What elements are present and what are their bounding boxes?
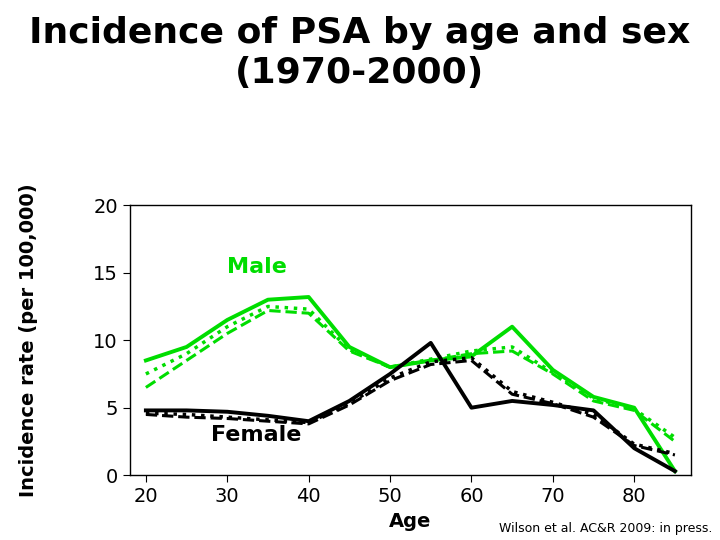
Text: Incidence of PSA by age and sex
(1970-2000): Incidence of PSA by age and sex (1970-20… <box>30 16 690 90</box>
Text: Male: Male <box>228 256 287 276</box>
Text: Female: Female <box>211 426 302 446</box>
X-axis label: Age: Age <box>390 511 431 531</box>
Text: Wilson et al. AC&R 2009: in press.: Wilson et al. AC&R 2009: in press. <box>500 522 713 535</box>
Text: Incidence rate (per 100,000): Incidence rate (per 100,000) <box>19 184 38 497</box>
